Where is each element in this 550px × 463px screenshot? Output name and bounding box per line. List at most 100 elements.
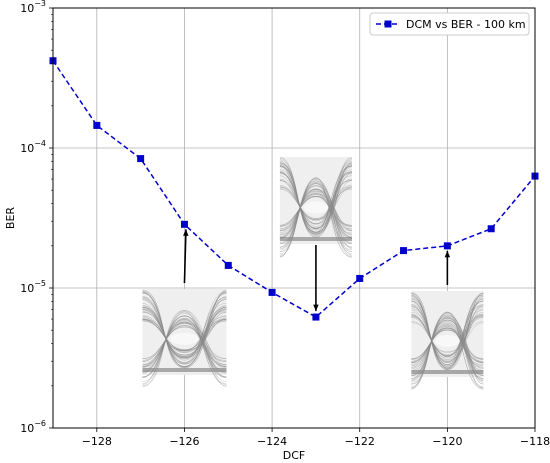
data-point bbox=[487, 225, 495, 233]
eye-trace bbox=[142, 305, 227, 359]
eye-trace bbox=[411, 318, 484, 379]
legend: DCM vs BER - 100 km bbox=[369, 12, 530, 36]
eye-trace bbox=[142, 322, 227, 367]
eye-trace bbox=[279, 196, 352, 227]
data-point bbox=[400, 247, 408, 255]
eye-trace bbox=[142, 317, 227, 352]
data-point bbox=[180, 220, 188, 228]
legend-entry-label: DCM vs BER - 100 km bbox=[406, 18, 526, 31]
eye-trace bbox=[142, 297, 227, 364]
eye-trace bbox=[279, 188, 352, 239]
arrow-head bbox=[444, 250, 451, 258]
eye-trace bbox=[142, 318, 227, 374]
eye-trace bbox=[142, 315, 227, 378]
eye-trace bbox=[142, 315, 227, 378]
eye-trace bbox=[411, 301, 484, 365]
data-point bbox=[443, 242, 451, 250]
eye-diagram-inset-3 bbox=[411, 291, 484, 390]
eye-trace bbox=[279, 171, 352, 229]
eye-trace bbox=[142, 311, 227, 384]
eye-trace bbox=[411, 321, 484, 353]
eye-trace bbox=[411, 304, 484, 363]
eye-trace bbox=[279, 162, 352, 235]
legend-box bbox=[369, 12, 530, 36]
eye-trace bbox=[279, 186, 352, 221]
arrow-to-point-minus-126 bbox=[183, 229, 189, 284]
eye-trace bbox=[279, 189, 352, 238]
eye-trace bbox=[411, 322, 484, 371]
eye-trace bbox=[279, 182, 352, 249]
eye-trace bbox=[142, 315, 227, 353]
eye-trace bbox=[142, 325, 227, 361]
y-tick-label: 10−6 bbox=[20, 419, 46, 435]
eye-trace bbox=[279, 172, 352, 229]
eye-diagram-inset-1 bbox=[142, 289, 227, 387]
eye-trace bbox=[142, 326, 227, 360]
eye-trace bbox=[142, 318, 227, 374]
eye-trace bbox=[279, 189, 352, 238]
legend-marker-swatch bbox=[384, 20, 392, 28]
eye-trace bbox=[411, 329, 484, 360]
eye-opening bbox=[170, 332, 199, 345]
y-tick-label: 10−4 bbox=[20, 139, 46, 155]
eye-baseline-band bbox=[411, 370, 484, 374]
x-tick-label: −128 bbox=[82, 435, 112, 448]
eye-trace bbox=[142, 296, 227, 365]
eye-trace bbox=[279, 188, 352, 219]
eye-trace bbox=[411, 316, 484, 381]
eye-trace bbox=[142, 320, 227, 350]
data-point bbox=[356, 274, 364, 282]
eye-trace bbox=[279, 160, 352, 236]
arrow-head bbox=[313, 304, 319, 312]
y-tick-label: 10−5 bbox=[20, 279, 46, 295]
x-axis-ticks: −128 −126 −124 −122 −120 −118 bbox=[82, 428, 550, 448]
data-point bbox=[268, 288, 276, 296]
y-axis-ticks: 10−6 10−5 10−4 10−3 bbox=[20, 0, 53, 435]
eye-trace bbox=[142, 313, 227, 382]
data-point bbox=[312, 313, 320, 321]
eye-baseline-band bbox=[279, 237, 352, 241]
eye-trace bbox=[411, 305, 484, 362]
eye-trace bbox=[411, 312, 484, 359]
y-axis-label: BER bbox=[4, 207, 17, 229]
eye-diagram-inset-2 bbox=[279, 157, 352, 258]
eye-trace bbox=[142, 309, 227, 357]
eye-trace bbox=[411, 296, 484, 368]
series-line bbox=[52, 60, 536, 318]
x-tick-label: −122 bbox=[345, 435, 375, 448]
eye-trace bbox=[279, 191, 352, 234]
eye-trace bbox=[411, 316, 484, 382]
arrow-to-point-minus-120 bbox=[444, 250, 451, 285]
eye-trace bbox=[279, 179, 352, 225]
eye-trace bbox=[142, 311, 227, 356]
eye-diagram-insets bbox=[142, 157, 484, 390]
eye-trace bbox=[411, 325, 484, 367]
eye-trace bbox=[142, 292, 227, 367]
arrow-to-point-minus-123 bbox=[313, 245, 319, 312]
x-tick-label: −118 bbox=[520, 435, 550, 448]
eye-trace bbox=[411, 320, 484, 376]
eye-trace bbox=[142, 319, 227, 351]
eye-trace bbox=[279, 191, 352, 235]
x-tick-label: −124 bbox=[257, 435, 287, 448]
data-point bbox=[137, 155, 145, 163]
eye-trace bbox=[411, 316, 484, 356]
eye-trace bbox=[279, 185, 352, 244]
eye-trace bbox=[411, 322, 484, 372]
eye-opening bbox=[435, 334, 460, 347]
data-point bbox=[224, 261, 232, 269]
eye-trace bbox=[279, 175, 352, 227]
eye-trace bbox=[279, 181, 352, 250]
eye-trace bbox=[411, 293, 484, 370]
eye-trace bbox=[411, 327, 484, 363]
x-axis-label: DCF bbox=[283, 449, 305, 462]
eye-trace bbox=[142, 305, 227, 360]
eye-trace bbox=[411, 305, 484, 363]
plot-frame bbox=[52, 7, 536, 429]
eye-trace bbox=[142, 323, 227, 365]
eye-trace bbox=[279, 193, 352, 232]
eye-trace bbox=[411, 317, 484, 355]
y-tick-label: 10−3 bbox=[20, 0, 46, 15]
eye-trace bbox=[142, 325, 227, 362]
